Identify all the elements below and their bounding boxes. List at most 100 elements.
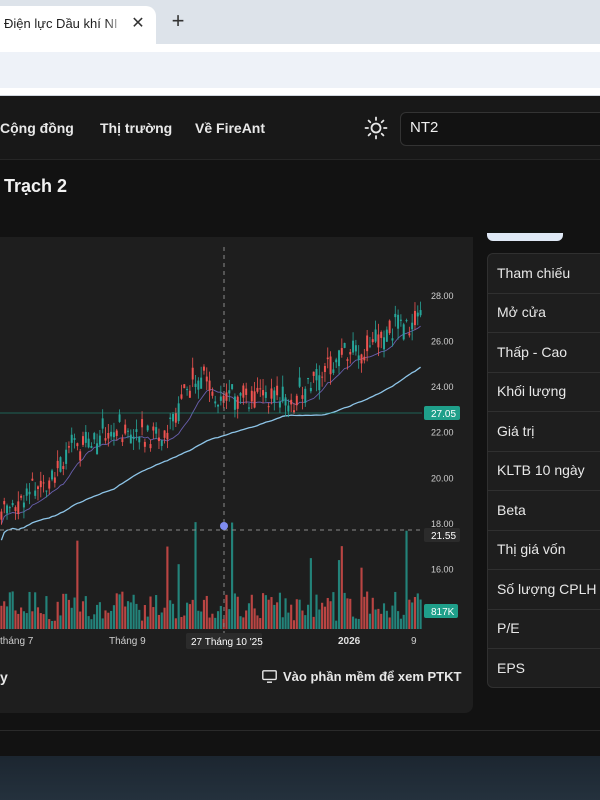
- address-field[interactable]: [0, 52, 600, 88]
- price-chart-panel[interactable]: 28.0026.0024.0022.0020.0018.0016.0014.00…: [0, 237, 473, 713]
- volume-bar: [36, 607, 40, 629]
- volume-bar: [273, 604, 276, 629]
- volume-bar: [126, 601, 130, 629]
- last-price-tag-bg: [424, 406, 460, 420]
- sun-icon[interactable]: [364, 116, 388, 140]
- price-chart[interactable]: 28.0026.0024.0022.0020.0018.0016.0014.00…: [0, 237, 473, 657]
- info-row-open: Mở cửa: [488, 293, 600, 333]
- candle-body: [388, 320, 391, 334]
- candle-body: [360, 354, 363, 364]
- x-label-9: 9: [411, 636, 417, 647]
- info-label: Tham chiếu: [497, 265, 571, 281]
- volume-bar: [388, 617, 391, 629]
- candle-body: [380, 331, 383, 338]
- nav-link-community[interactable]: Cộng đồng: [0, 120, 74, 136]
- info-label: Khối lượng: [497, 383, 567, 399]
- candle-body: [366, 335, 369, 352]
- volume-bar: [90, 619, 93, 629]
- candle-body: [270, 388, 273, 399]
- volume-bar: [34, 592, 37, 629]
- volume-bar: [380, 613, 383, 629]
- new-tab-button[interactable]: +: [171, 8, 185, 33]
- nav-link-about[interactable]: Về FireAnt: [195, 120, 266, 136]
- x-label-2026: 2026: [338, 636, 361, 647]
- info-label: Beta: [497, 502, 526, 518]
- candle-body: [138, 436, 141, 443]
- volume-bar: [3, 601, 6, 629]
- volume-bar: [228, 609, 231, 629]
- candle-body: [183, 384, 186, 389]
- volume-bar: [70, 607, 73, 629]
- volume-bar: [231, 522, 234, 629]
- browser-tab[interactable]: Điện lực Dầu khí NI ✕: [0, 6, 156, 44]
- volume-bar: [141, 620, 144, 629]
- volume-bar: [152, 607, 155, 629]
- volume-bar: [267, 599, 270, 629]
- candle-body: [70, 434, 73, 443]
- top-navigation: Cộng đồng Thị trường Về FireAnt: [0, 96, 600, 160]
- candle-body: [17, 501, 20, 514]
- ptkt-link[interactable]: Vào phần mềm để xem PTKT: [262, 669, 461, 684]
- candle-body: [397, 314, 400, 329]
- info-tab-pill[interactable]: [487, 233, 563, 241]
- volume-bar: [124, 606, 127, 629]
- volume-bar: [371, 597, 374, 629]
- candle-body: [262, 390, 265, 396]
- volume-bar: [121, 591, 124, 629]
- candle-body: [385, 329, 388, 342]
- price-tick-label: 28.00: [431, 291, 454, 301]
- candle-body: [411, 322, 414, 330]
- info-row-reference: Tham chiếu: [488, 254, 600, 294]
- candle-body: [287, 405, 290, 412]
- info-row-volume: Khối lượng: [488, 372, 600, 412]
- candle-body: [8, 507, 11, 509]
- candle-body: [166, 432, 169, 440]
- volume-bar: [95, 604, 99, 629]
- candle-body: [76, 443, 79, 447]
- volume-bar: [259, 618, 262, 629]
- info-row-value: Giá trị: [488, 412, 600, 452]
- volume-bar: [115, 593, 118, 629]
- volume-bar: [73, 597, 76, 629]
- close-icon[interactable]: ✕: [131, 15, 145, 32]
- candle-body: [394, 313, 397, 318]
- candle-body: [98, 435, 101, 445]
- candle-body: [141, 419, 144, 428]
- volume-bar: [382, 603, 386, 629]
- info-label: P/E: [497, 620, 520, 636]
- candle-body: [250, 390, 253, 402]
- crosshair-price-tag-bg: [424, 528, 460, 542]
- candle-body: [118, 414, 121, 422]
- volume-bar: [163, 607, 166, 629]
- volume-bar: [200, 611, 203, 629]
- footer-background: [0, 756, 600, 800]
- volume-bar: [245, 610, 248, 629]
- volume-bar: [31, 611, 34, 629]
- volume-bar: [298, 599, 301, 629]
- volume-bar: [39, 613, 42, 629]
- search-input[interactable]: [410, 119, 590, 136]
- candle-body: [247, 407, 250, 409]
- short-moving-average-line: [0, 325, 421, 525]
- candle-body: [374, 329, 377, 342]
- candle-body: [295, 395, 298, 406]
- volume-bar: [236, 596, 239, 629]
- range-selector[interactable]: y: [0, 669, 8, 685]
- volume-bar: [211, 613, 214, 629]
- candle-body: [155, 427, 158, 434]
- search-box[interactable]: [400, 112, 600, 146]
- candle-body: [132, 436, 135, 440]
- candle-body: [321, 376, 324, 378]
- volume-bar: [239, 616, 242, 629]
- volume-bar: [326, 597, 329, 629]
- info-row-beta: Beta: [488, 491, 600, 531]
- info-row-pe: P/E: [488, 609, 600, 649]
- price-tick-label: 18.00: [431, 519, 454, 529]
- candle-body: [307, 378, 310, 380]
- candle-body: [14, 507, 17, 512]
- volume-bar: [118, 594, 121, 629]
- volume-bar: [335, 620, 338, 629]
- nav-link-market[interactable]: Thị trường: [100, 120, 173, 136]
- volume-bar: [48, 619, 51, 629]
- volume-bar: [84, 596, 87, 629]
